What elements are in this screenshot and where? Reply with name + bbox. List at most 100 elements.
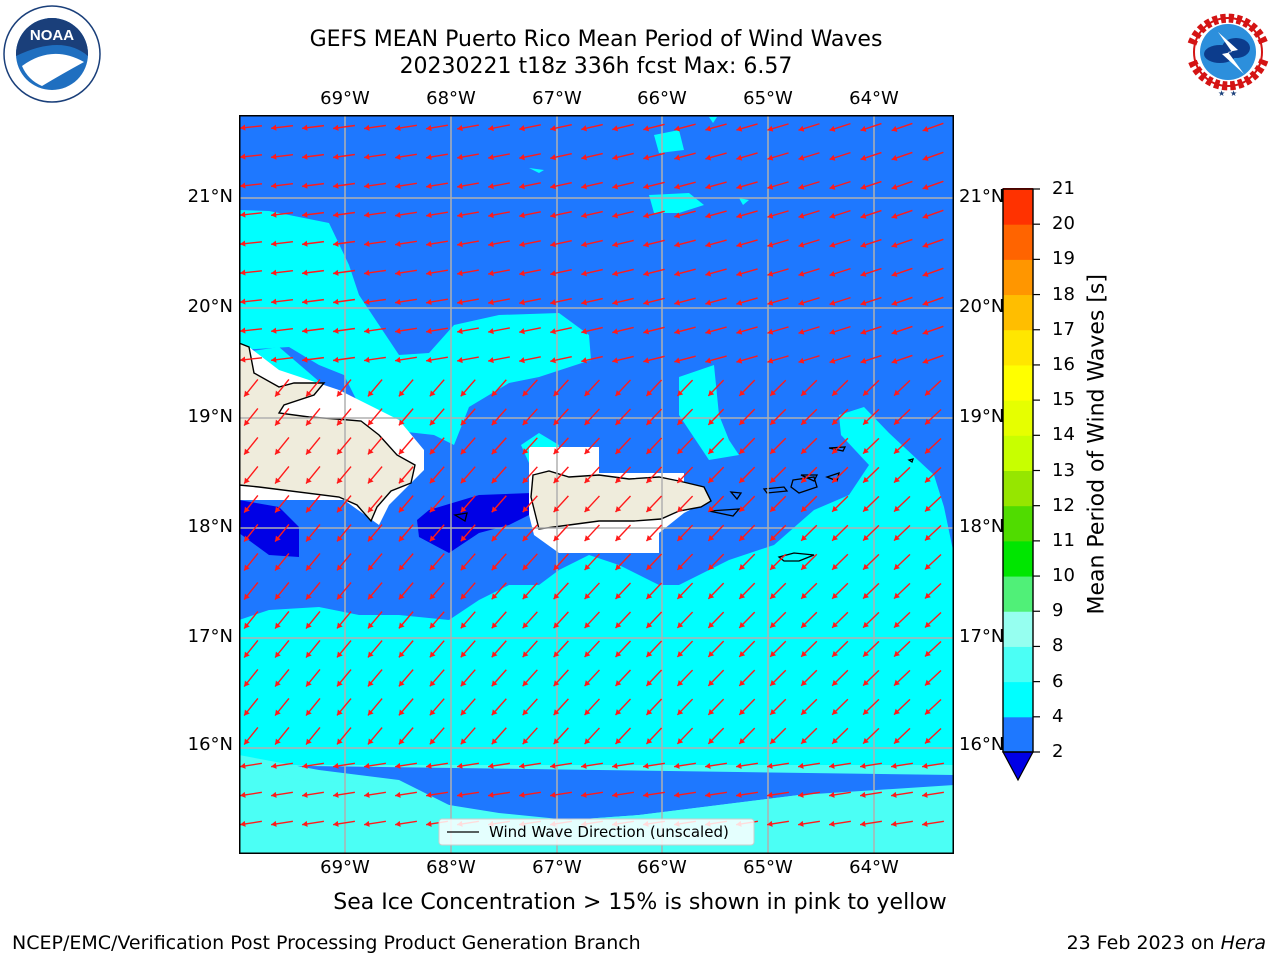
wind-wave-arrowhead — [584, 651, 591, 658]
wind-wave-arrowhead — [553, 448, 560, 455]
wind-wave-arrowhead — [798, 762, 804, 769]
wind-wave-arrowhead — [922, 762, 928, 769]
wind-wave-arrowhead — [460, 506, 467, 513]
wind-wave-arrowhead — [398, 622, 405, 629]
wind-wave-arrowhead — [395, 269, 401, 276]
wind-wave-arrowhead — [457, 212, 463, 219]
wind-wave-arrowhead — [429, 651, 436, 658]
lat-tick-right-17n: 17°N — [959, 626, 1005, 647]
wind-wave-arrowhead — [306, 680, 312, 687]
wind-wave-arrowhead — [801, 592, 808, 599]
wind-wave-arrowhead — [429, 738, 436, 745]
wind-wave-arrowhead — [275, 738, 281, 745]
wind-wave-arrowhead — [736, 270, 743, 277]
wind-wave-arrowhead — [460, 535, 467, 542]
colorbar-tick-label: 20 — [1052, 213, 1075, 235]
wind-wave-arrowhead — [584, 506, 591, 513]
wind-wave-arrowhead — [584, 448, 591, 455]
wind-wave-arrowhead — [244, 419, 250, 426]
wind-wave-arrowhead — [302, 269, 308, 276]
wind-wave-arrowhead — [457, 154, 463, 161]
wind-wave-arrowhead — [643, 762, 649, 769]
wind-wave-arrowhead — [398, 390, 405, 397]
wind-wave-arrowhead — [615, 535, 622, 542]
colorbar-tick-label: 16 — [1052, 353, 1075, 375]
wind-wave-arrowhead — [801, 505, 808, 512]
wind-wave-arrowhead — [708, 477, 715, 483]
wind-wave-arrowhead — [708, 680, 715, 686]
wind-wave-arrowhead — [491, 709, 498, 716]
wind-wave-arrowhead — [863, 389, 869, 396]
wind-wave-arrowhead — [798, 299, 805, 306]
wind-wave-arrowhead — [739, 564, 746, 570]
wind-wave-arrowhead — [306, 477, 312, 484]
wind-wave-arrowhead — [739, 651, 746, 657]
wind-wave-arrowhead — [275, 709, 281, 716]
wind-wave-arrowhead — [677, 622, 684, 628]
wind-wave-arrowhead — [770, 737, 777, 744]
wind-wave-arrowhead — [491, 477, 498, 484]
sea-ice-note: Sea Ice Concentration > 15% is shown in … — [333, 890, 947, 915]
wind-wave-arrowhead — [244, 680, 250, 687]
wind-wave-arrowhead — [460, 680, 467, 687]
wind-wave-arrowhead — [615, 593, 622, 600]
wind-wave-arrowhead — [860, 357, 867, 364]
wind-wave-arrowhead — [739, 448, 746, 454]
wind-wave-arrowhead — [739, 738, 746, 744]
wind-wave-arrowhead — [705, 125, 712, 132]
wind-wave-arrowhead — [240, 298, 246, 305]
wind-wave-arrowhead — [275, 535, 281, 542]
wind-wave-arrowhead — [336, 535, 343, 542]
wind-wave-arrowhead — [863, 418, 869, 425]
wind-wave-arrowhead — [302, 240, 308, 247]
wind-wave-arrowhead — [612, 125, 619, 132]
wind-wave-arrowhead — [240, 182, 246, 189]
colorbar-band — [1003, 681, 1033, 718]
wind-wave-arrowhead — [364, 791, 370, 798]
wind-wave-arrowhead — [302, 211, 308, 218]
wind-wave-arrowhead — [581, 212, 587, 219]
colorbar-tick-label: 13 — [1052, 459, 1075, 481]
wind-wave-arrowhead — [271, 240, 277, 247]
wind-wave-arrowhead — [832, 447, 838, 454]
wind-wave-arrowhead — [429, 680, 436, 687]
wind-wave-arrowhead — [832, 621, 838, 628]
lat-tick-left-16n: 16°N — [187, 734, 233, 755]
wind-wave-arrowhead — [491, 390, 498, 397]
wind-wave-arrowhead — [584, 593, 591, 600]
wind-wave-arrowhead — [922, 271, 929, 277]
wind-wave-arrowhead — [395, 240, 401, 247]
wind-wave-arrowhead — [767, 183, 774, 190]
wind-wave-arrowhead — [863, 476, 869, 483]
wind-wave-arrowhead — [924, 621, 931, 628]
wind-wave-arrowhead — [240, 124, 246, 131]
wind-wave-arrowhead — [767, 154, 774, 161]
colorbar-tick-label: 14 — [1052, 424, 1075, 446]
wind-wave-arrowhead — [553, 477, 560, 484]
lat-tick-right-20n: 20°N — [959, 296, 1005, 317]
wind-wave-arrowhead — [581, 328, 587, 335]
wind-wave-arrowhead — [488, 270, 494, 277]
wind-wave-arrowhead — [612, 154, 619, 161]
wind-wave-arrowhead — [739, 506, 746, 512]
wind-wave-arrowhead — [581, 270, 587, 277]
wind-wave-arrowhead — [801, 650, 808, 657]
wind-wave-arrowhead — [491, 593, 498, 600]
wind-wave-arrowhead — [336, 419, 343, 426]
wind-wave-arrowhead — [677, 680, 684, 686]
wind-wave-arrowhead — [426, 124, 432, 132]
wind-wave-arrowhead — [674, 762, 680, 769]
wind-wave-arrowhead — [244, 593, 250, 600]
wind-wave-arrowhead — [615, 390, 622, 397]
wind-wave-arrowhead — [894, 737, 900, 744]
wind-wave-arrowhead — [643, 154, 650, 161]
wind-wave-arrowhead — [364, 240, 370, 247]
wind-wave-arrowhead — [398, 506, 405, 513]
wind-wave-arrowhead — [612, 183, 619, 190]
wind-wave-arrowhead — [553, 622, 560, 629]
wind-wave-arrowhead — [767, 125, 774, 132]
wind-wave-arrowhead — [398, 651, 405, 658]
wind-wave-arrowhead — [275, 390, 281, 397]
wind-wave-arrowhead — [522, 477, 529, 484]
wind-wave-arrowhead — [522, 651, 529, 658]
